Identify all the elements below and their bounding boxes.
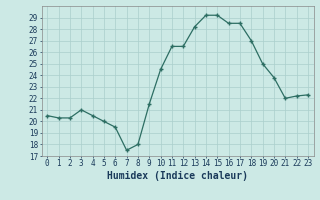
X-axis label: Humidex (Indice chaleur): Humidex (Indice chaleur) (107, 171, 248, 181)
